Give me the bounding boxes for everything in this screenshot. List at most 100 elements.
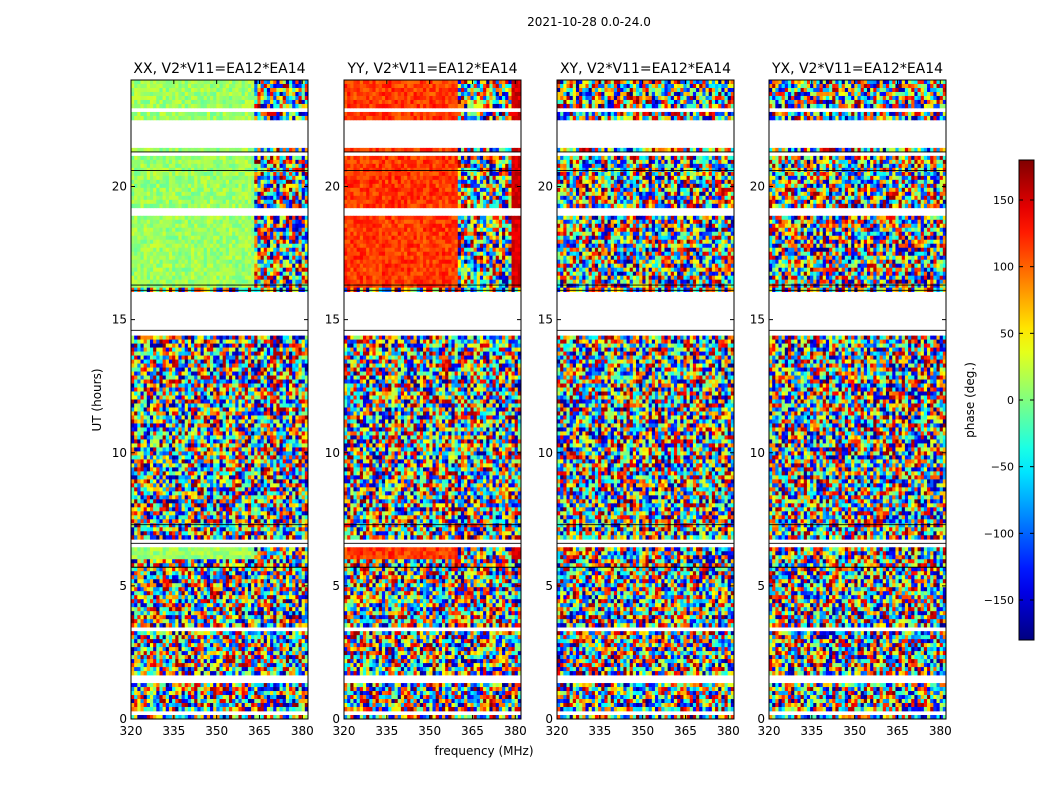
heatmap-cell: [304, 467, 309, 472]
heatmap-cell: [191, 99, 195, 105]
heatmap-cell: [184, 187, 189, 193]
heatmap-cell: [257, 387, 261, 392]
heatmap-cell: [232, 259, 236, 265]
heatmap-cell: [175, 399, 179, 404]
heatmap-cell: [153, 387, 157, 392]
heatmap-cell: [140, 351, 144, 356]
heatmap-cell: [222, 467, 227, 472]
heatmap-cell: [238, 163, 242, 169]
heatmap-cell: [270, 80, 274, 85]
heatmap-cell: [266, 483, 271, 488]
heatmap-cell: [235, 411, 239, 416]
heatmap-cell: [298, 499, 303, 504]
heatmap-cell: [257, 383, 261, 388]
heatmap-cell: [254, 155, 258, 161]
heatmap-cell: [228, 243, 233, 249]
heatmap-cell: [200, 179, 205, 185]
heatmap-cell: [273, 247, 277, 253]
heatmap-cell: [134, 363, 138, 368]
heatmap-cell: [232, 387, 236, 392]
heatmap-cell: [203, 479, 208, 484]
heatmap-cell: [210, 427, 214, 432]
heatmap-cell: [285, 335, 290, 340]
heatmap-cell: [156, 411, 160, 416]
heatmap-cell: [213, 515, 217, 520]
heatmap-cell: [285, 247, 290, 253]
heatmap-cell: [241, 219, 246, 225]
heatmap-cell: [216, 351, 220, 356]
heatmap-cell: [219, 83, 224, 89]
heatmap-cell: [254, 387, 258, 392]
heatmap-cell: [222, 411, 227, 416]
heatmap-cell: [285, 447, 290, 452]
heatmap-cell: [140, 427, 144, 432]
heatmap-cell: [172, 371, 176, 376]
heatmap-cell: [213, 203, 217, 209]
heatmap-cell: [216, 263, 220, 269]
heatmap-cell: [131, 267, 135, 273]
heatmap-cell: [172, 495, 176, 500]
heatmap-cell: [263, 267, 268, 273]
heatmap-cell: [172, 87, 176, 93]
heatmap-cell: [175, 515, 179, 520]
heatmap-cell: [254, 407, 258, 412]
heatmap-cell: [197, 363, 201, 368]
heatmap-cell: [197, 203, 201, 209]
heatmap-cell: [175, 487, 179, 492]
heatmap-cell: [260, 395, 265, 400]
heatmap-cell: [228, 167, 233, 173]
heatmap-cell: [213, 279, 217, 285]
heatmap-cell: [263, 179, 268, 185]
heatmap-cell: [279, 463, 284, 468]
heatmap-cell: [285, 351, 290, 356]
heatmap-cell: [247, 427, 252, 432]
heatmap-cell: [153, 263, 157, 269]
heatmap-cell: [216, 239, 220, 245]
heatmap-cell: [282, 455, 287, 460]
heatmap-cell: [203, 95, 208, 101]
heatmap-cell: [191, 515, 195, 520]
heatmap-cell: [232, 503, 236, 508]
heatmap-cell: [295, 371, 299, 376]
heatmap-cell: [238, 423, 242, 428]
heatmap-cell: [137, 431, 141, 436]
heatmap-cell: [263, 247, 268, 253]
heatmap-cell: [251, 195, 255, 201]
heatmap-cell: [235, 203, 239, 209]
heatmap-cell: [276, 251, 280, 257]
heatmap-cell: [228, 83, 233, 89]
heatmap-cell: [235, 443, 239, 448]
heatmap-cell: [263, 339, 268, 344]
heatmap-cell: [295, 167, 299, 173]
heatmap-cell: [241, 87, 246, 93]
heatmap-cell: [260, 487, 265, 492]
heatmap-cell: [175, 475, 179, 480]
heatmap-cell: [276, 455, 280, 460]
heatmap-cell: [279, 147, 284, 153]
heatmap-cell: [247, 115, 252, 121]
heatmap-cell: [295, 435, 299, 440]
heatmap-cell: [162, 243, 167, 249]
heatmap-cell: [282, 255, 287, 261]
heatmap-cell: [279, 347, 284, 352]
heatmap-cell: [181, 395, 186, 400]
heatmap-cell: [206, 479, 211, 484]
heatmap-cell: [187, 483, 192, 488]
heatmap-cell: [194, 503, 198, 508]
heatmap-cell: [197, 395, 201, 400]
heatmap-cell: [149, 199, 154, 205]
heatmap-cell: [298, 435, 303, 440]
heatmap-cell: [191, 175, 195, 181]
heatmap-cell: [238, 515, 242, 520]
heatmap-cell: [140, 367, 144, 372]
heatmap-cell: [162, 215, 167, 221]
heatmap-cell: [247, 187, 252, 193]
heatmap-cell: [232, 463, 236, 468]
heatmap-cell: [165, 187, 170, 193]
heatmap-cell: [187, 399, 192, 404]
heatmap-cell: [247, 519, 252, 524]
heatmap-cell: [159, 427, 163, 432]
heatmap-cell: [304, 503, 309, 508]
heatmap-cell: [225, 387, 230, 392]
heatmap-cell: [134, 371, 138, 376]
